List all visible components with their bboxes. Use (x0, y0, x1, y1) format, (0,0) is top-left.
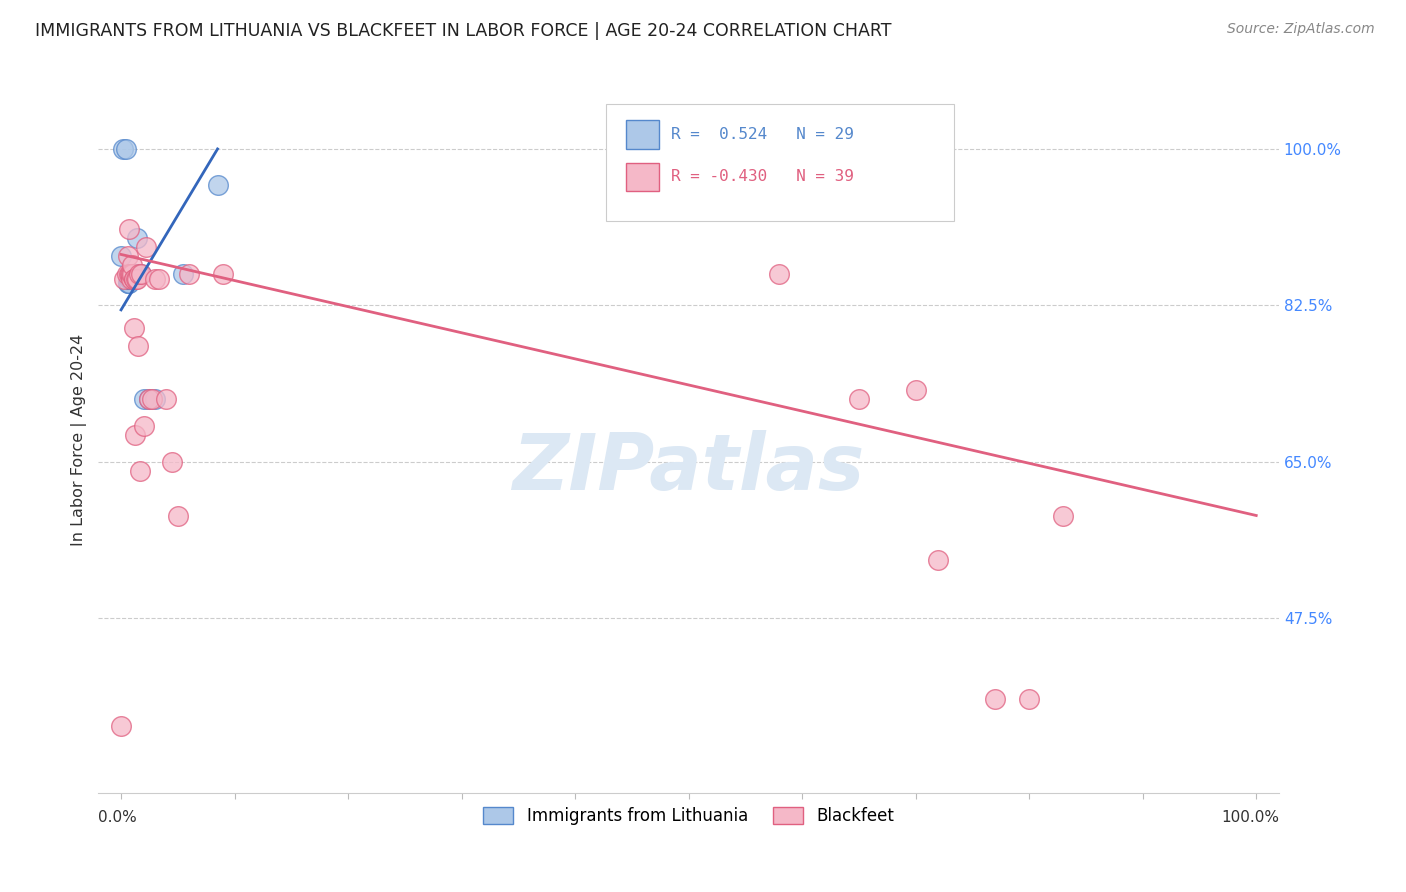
Point (125, 271, 148, 285)
Point (121, 267, 143, 281)
Point (117, 276, 139, 290)
Point (132, 392, 155, 407)
Point (768, 267, 790, 281)
Point (120, 267, 142, 281)
Text: 0.0%: 0.0% (98, 810, 138, 825)
Text: R =  0.524   N = 29: R = 0.524 N = 29 (671, 127, 853, 142)
Point (120, 271, 142, 285)
Text: 100.0%: 100.0% (1220, 810, 1279, 825)
Point (120, 271, 142, 285)
Point (112, 142, 135, 156)
Point (212, 267, 235, 281)
Point (160, 455, 183, 469)
Point (207, 178, 229, 192)
Point (120, 271, 142, 285)
Point (125, 271, 148, 285)
Point (125, 231, 148, 245)
Point (120, 271, 142, 285)
Point (122, 320, 145, 334)
FancyBboxPatch shape (606, 104, 955, 220)
Point (848, 392, 870, 407)
Point (121, 258, 143, 272)
Point (117, 276, 139, 290)
Point (179, 267, 201, 281)
Point (173, 267, 195, 281)
Point (128, 267, 150, 281)
Point (166, 508, 188, 523)
Point (120, 267, 142, 281)
Point (118, 267, 141, 281)
Point (129, 464, 152, 478)
Point (115, 267, 138, 281)
Point (110, 718, 132, 732)
Point (148, 271, 170, 285)
Text: ZIPatlas: ZIPatlas (513, 430, 865, 506)
Point (127, 338, 149, 352)
Point (120, 271, 142, 285)
Point (121, 267, 143, 281)
Point (927, 553, 949, 567)
Point (122, 267, 145, 281)
Text: IMMIGRANTS FROM LITHUANIA VS BLACKFEET IN LABOR FORCE | AGE 20-24 CORRELATION CH: IMMIGRANTS FROM LITHUANIA VS BLACKFEET I… (35, 22, 891, 40)
Point (904, 384, 927, 398)
Point (124, 267, 146, 281)
Y-axis label: In Labor Force | Age 20-24: In Labor Force | Age 20-24 (72, 334, 87, 546)
Point (138, 392, 160, 407)
Point (120, 271, 142, 285)
Point (110, 249, 132, 263)
Point (114, 271, 136, 285)
Legend: Immigrants from Lithuania, Blackfeet: Immigrants from Lithuania, Blackfeet (475, 799, 903, 834)
Point (122, 267, 145, 281)
Point (122, 271, 145, 285)
Point (135, 240, 157, 254)
Point (118, 271, 141, 285)
Point (121, 267, 143, 281)
Point (984, 691, 1007, 706)
Point (131, 267, 153, 281)
Point (117, 249, 139, 263)
Point (120, 267, 142, 281)
Point (122, 271, 145, 285)
Point (125, 267, 148, 281)
Point (1052, 508, 1074, 523)
Point (155, 392, 177, 407)
Point (118, 276, 141, 290)
Point (118, 222, 141, 236)
Point (124, 428, 146, 442)
Point (138, 392, 160, 407)
FancyBboxPatch shape (626, 162, 659, 191)
Text: R = -0.430   N = 39: R = -0.430 N = 39 (671, 169, 853, 185)
Point (143, 271, 166, 285)
Point (120, 271, 142, 285)
Point (128, 267, 150, 281)
Point (124, 267, 146, 281)
Point (143, 392, 166, 407)
Point (1018, 691, 1040, 706)
Text: Source: ZipAtlas.com: Source: ZipAtlas.com (1227, 22, 1375, 37)
Point (131, 267, 153, 281)
Point (132, 419, 155, 434)
Point (141, 392, 163, 407)
FancyBboxPatch shape (626, 120, 659, 148)
Point (114, 142, 136, 156)
